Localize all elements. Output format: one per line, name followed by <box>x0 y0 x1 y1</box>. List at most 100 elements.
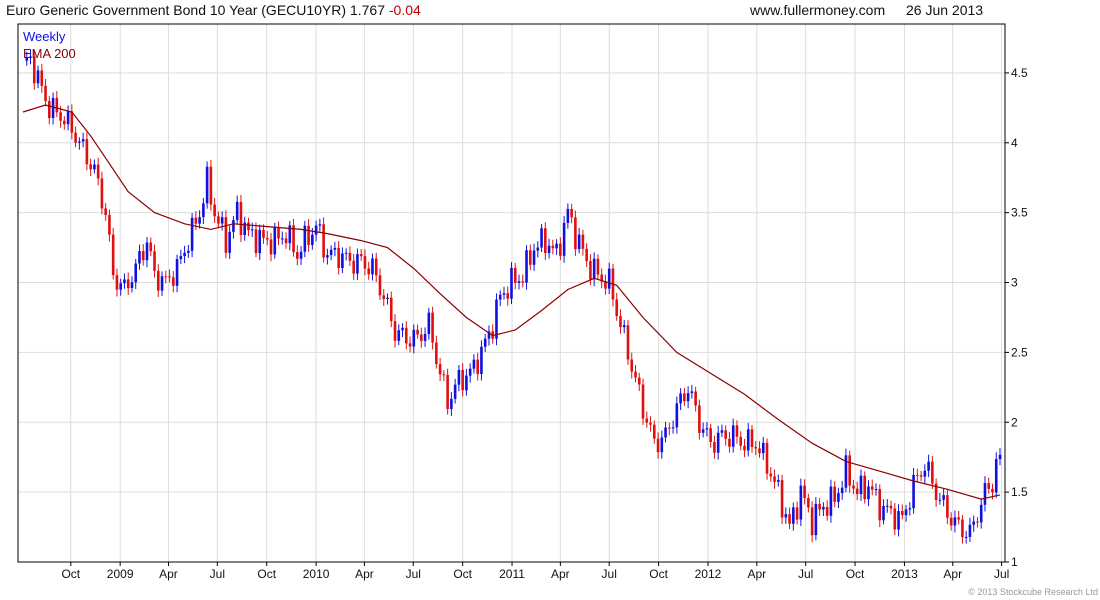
candle <box>660 430 664 459</box>
candle <box>344 248 348 261</box>
x-tick-label: Oct <box>257 567 276 581</box>
candle-body <box>453 384 457 399</box>
candle-body <box>961 519 964 538</box>
x-tick-label: Jul <box>602 567 617 581</box>
candle-body <box>498 294 502 300</box>
x-tick-label: Jul <box>994 567 1009 581</box>
candle-body <box>457 369 461 385</box>
candle <box>130 276 134 293</box>
candle-body <box>483 338 487 347</box>
candle <box>513 262 517 290</box>
candle-body <box>750 429 754 448</box>
candle <box>468 363 472 383</box>
candle <box>547 238 551 259</box>
candle-body <box>585 248 588 262</box>
candle <box>303 220 307 258</box>
candle <box>265 231 269 246</box>
candle-body <box>363 256 367 269</box>
candle-body <box>746 429 750 451</box>
candle-body <box>739 436 743 446</box>
candle-body <box>705 428 709 430</box>
candle-body <box>44 85 47 102</box>
candle-body <box>998 454 1002 460</box>
x-tick-label: Apr <box>551 567 570 581</box>
y-tick-label: 3 <box>1011 276 1018 290</box>
candle-body <box>848 455 851 486</box>
candle <box>104 203 107 221</box>
candle-body <box>532 250 536 265</box>
candle-body <box>867 486 870 500</box>
candle <box>784 507 788 524</box>
candle-body <box>513 267 517 283</box>
candle-body <box>273 227 277 255</box>
candle <box>187 244 190 258</box>
candle <box>690 384 694 399</box>
candle-body <box>164 276 168 278</box>
candle-body <box>544 228 547 254</box>
candle <box>761 436 765 460</box>
candle-body <box>172 277 175 286</box>
candle-body <box>701 429 705 433</box>
candle <box>480 340 483 381</box>
candle-body <box>713 441 716 453</box>
candle-body <box>70 111 74 133</box>
candle <box>149 237 153 257</box>
candle <box>927 454 930 477</box>
candle <box>228 225 231 259</box>
candle-body <box>412 329 416 347</box>
candle-body <box>818 503 821 510</box>
candle <box>66 105 70 131</box>
candle <box>401 323 404 338</box>
candle-body <box>115 275 119 290</box>
candle <box>724 425 727 446</box>
candle <box>382 288 386 306</box>
plot-frame <box>17 23 1006 563</box>
candle <box>641 378 645 425</box>
candle <box>686 386 690 409</box>
candle-body <box>265 237 269 240</box>
candle-body <box>404 327 408 344</box>
candle <box>205 161 209 209</box>
candle <box>810 501 814 543</box>
candle-body <box>472 359 476 369</box>
candle <box>652 420 656 444</box>
candle <box>427 307 431 340</box>
candle-body <box>735 425 739 437</box>
candle-body <box>916 474 919 476</box>
candle-body <box>931 461 934 484</box>
candle-body <box>953 517 957 526</box>
candle <box>645 411 649 428</box>
candle <box>450 391 453 416</box>
candle <box>243 216 247 241</box>
candle-body <box>258 229 262 254</box>
candle-body <box>367 268 371 275</box>
candle <box>498 290 502 307</box>
candle-body <box>664 427 667 438</box>
x-tick-label: 2012 <box>695 567 722 581</box>
candle-body <box>100 178 104 209</box>
candle <box>74 126 77 148</box>
candle <box>592 252 596 287</box>
candle-body <box>359 254 363 257</box>
candle-body <box>784 514 788 518</box>
candle-body <box>724 430 727 439</box>
candle <box>280 231 284 245</box>
candle <box>36 65 40 89</box>
x-tick-label: 2013 <box>891 567 918 581</box>
candle-body <box>991 488 994 493</box>
candle <box>570 203 573 224</box>
candle <box>788 507 791 529</box>
legend-weekly: Weekly <box>23 29 66 44</box>
candle <box>352 253 355 280</box>
candle <box>562 216 566 263</box>
candle-body <box>442 374 446 376</box>
candle <box>378 268 382 300</box>
candle <box>799 478 803 527</box>
candle <box>596 254 600 280</box>
candle-body <box>66 111 70 125</box>
candle-body <box>799 485 803 520</box>
candle <box>78 137 81 150</box>
price-change: -0.04 <box>388 2 421 18</box>
candle <box>389 291 393 328</box>
candle <box>581 229 585 256</box>
